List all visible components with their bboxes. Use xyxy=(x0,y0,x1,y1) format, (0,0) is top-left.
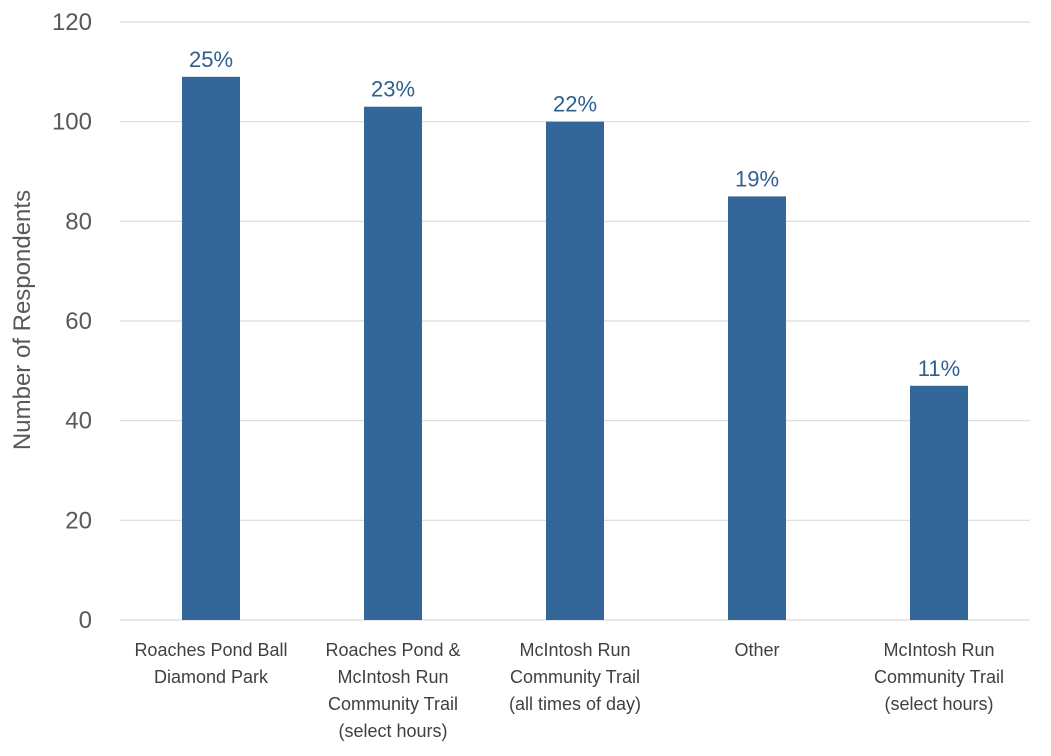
x-tick-label-line: (select hours) xyxy=(338,721,447,741)
x-tick-label-line: (select hours) xyxy=(884,694,993,714)
bars xyxy=(182,76,968,621)
x-tick-label-line: (all times of day) xyxy=(509,694,641,714)
y-tick-label: 0 xyxy=(79,607,92,634)
data-label: 22% xyxy=(553,92,597,117)
bar xyxy=(182,76,240,621)
x-tick-label-line: McIntosh Run xyxy=(883,640,994,660)
y-tick-label: 60 xyxy=(65,308,92,335)
data-labels: 25% 23% 22% 19% 11% xyxy=(189,47,960,381)
x-tick-label-line: Community Trail xyxy=(510,667,640,687)
x-tick-label: Roaches Pond Ball Diamond Park xyxy=(134,640,287,687)
x-tick-label-line: Community Trail xyxy=(328,694,458,714)
x-tick-label-line: McIntosh Run xyxy=(519,640,630,660)
x-tick-label-line: Community Trail xyxy=(874,667,1004,687)
x-tick-label: McIntosh Run Community Trail (all times of… xyxy=(509,640,641,714)
bar xyxy=(910,385,968,620)
y-axis-ticks: 0 20 40 60 80 100 120 xyxy=(52,9,92,634)
x-tick-label: Roaches Pond & McIntosh Run Community Trai… xyxy=(325,640,460,741)
bar xyxy=(364,106,422,620)
bar xyxy=(728,196,786,620)
y-tick-label: 80 xyxy=(65,208,92,235)
y-tick-label: 100 xyxy=(52,109,92,136)
bar xyxy=(546,121,604,621)
y-tick-label: 40 xyxy=(65,408,92,435)
x-tick-label: Other xyxy=(734,640,779,660)
data-label: 25% xyxy=(189,47,233,72)
x-tick-label-line: Roaches Pond Ball xyxy=(134,640,287,660)
y-tick-label: 20 xyxy=(65,507,92,534)
x-tick-label-line: Other xyxy=(734,640,779,660)
y-axis-label: Number of Respondents xyxy=(9,190,36,450)
x-tick-label-line: Diamond Park xyxy=(154,667,269,687)
x-tick-label-line: McIntosh Run xyxy=(337,667,448,687)
data-label: 19% xyxy=(735,166,779,191)
data-label: 23% xyxy=(371,77,415,102)
x-tick-label: McIntosh Run Community Trail (select hours… xyxy=(874,640,1004,714)
x-tick-label-line: Roaches Pond & xyxy=(325,640,460,660)
y-tick-label: 120 xyxy=(52,9,92,36)
data-label: 11% xyxy=(918,356,960,381)
